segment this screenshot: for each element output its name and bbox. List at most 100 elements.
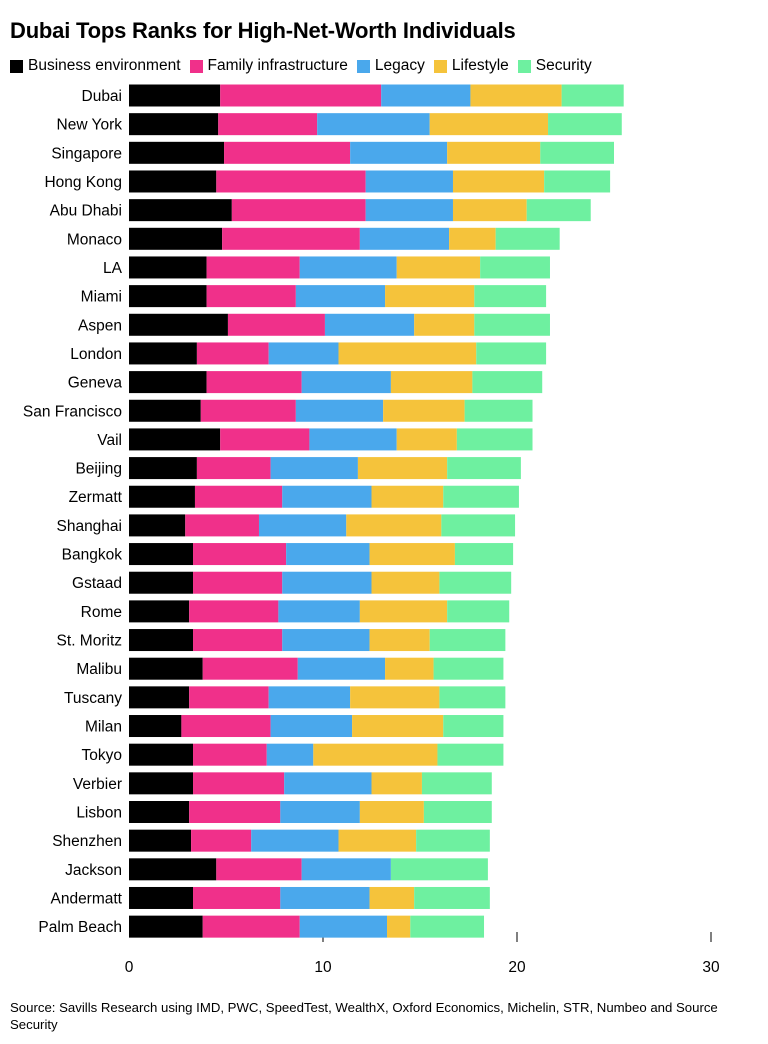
bar-segment-san-francisco-lifestyle xyxy=(383,399,465,422)
bar-segment-bangkok-family-infrastructure xyxy=(193,543,287,566)
chart-legend: Business environment Family infrastructu… xyxy=(10,57,601,75)
category-label-malibu: Malibu xyxy=(76,661,122,678)
category-label-zermatt: Zermatt xyxy=(69,489,123,506)
bar-segment-san-francisco-security xyxy=(464,399,533,422)
bar-segment-shenzhen-security xyxy=(416,829,490,852)
bar-segment-san-francisco-family-infrastructure xyxy=(200,399,296,422)
source-note: Source: Savills Research using IMD, PWC,… xyxy=(10,1000,718,1032)
legend-swatch xyxy=(517,59,531,73)
bar-segment-milan-business-environment xyxy=(129,715,182,738)
bar-segment-andermatt-business-environment xyxy=(129,886,194,909)
bar-segment-lisbon-security xyxy=(423,801,492,823)
bar-segment-andermatt-security xyxy=(414,886,490,909)
bar-segment-malibu-security xyxy=(433,657,504,680)
category-label-palm-beach: Palm Beach xyxy=(38,919,122,936)
category-label-gstaad: Gstaad xyxy=(72,575,122,592)
bar-segment-zermatt-security xyxy=(443,485,519,508)
bar-segment-gstaad-family-infrastructure xyxy=(193,571,283,594)
bar-segment-monaco-security xyxy=(495,227,560,250)
bar-segment-vail-security xyxy=(456,428,533,451)
legend-label: Family infrastructure xyxy=(207,57,348,74)
category-label-vail: Vail xyxy=(97,432,122,449)
bar-segment-vail-legacy xyxy=(309,428,397,451)
bar-segment-palm-beach-security xyxy=(410,915,485,938)
bar-segment-malibu-business-environment xyxy=(129,657,203,680)
bar-segment-lisbon-legacy xyxy=(280,801,360,823)
bar-segment-lisbon-family-infrastructure xyxy=(189,801,281,823)
bar-segment-new-york-security xyxy=(548,113,622,136)
bar-segment-singapore-legacy xyxy=(350,141,448,164)
bar-segment-dubai-security xyxy=(561,84,624,107)
bar-segment-zermatt-family-infrastructure xyxy=(194,485,283,508)
legend-label: Business environment xyxy=(28,57,181,74)
category-label-geneva: Geneva xyxy=(68,375,123,392)
bar-segment-andermatt-lifestyle xyxy=(369,886,415,909)
x-tick-label: 10 xyxy=(314,959,332,976)
bar-segment-shenzhen-lifestyle xyxy=(338,829,417,852)
category-label-verbier: Verbier xyxy=(73,776,122,793)
bar-segment-monaco-family-infrastructure xyxy=(222,227,360,250)
legend-item-business-environment: Business environment xyxy=(10,57,181,75)
bar-segment-shanghai-security xyxy=(441,514,516,537)
bar-segment-tokyo-legacy xyxy=(266,743,314,766)
bar-segment-london-legacy xyxy=(268,342,339,365)
legend-item-lifestyle: Lifestyle xyxy=(433,57,509,75)
bar-segment-rome-lifestyle xyxy=(359,600,448,623)
bar-segment-gstaad-lifestyle xyxy=(371,571,440,594)
category-label-abu-dhabi: Abu Dhabi xyxy=(50,203,122,220)
bar-segment-st-moritz-security xyxy=(429,629,506,652)
bar-segment-tokyo-lifestyle xyxy=(313,743,438,766)
category-label-tuscany: Tuscany xyxy=(64,690,122,707)
legend-label: Legacy xyxy=(374,57,425,74)
bar-segment-abu-dhabi-legacy xyxy=(365,199,453,222)
bar-segment-beijing-business-environment xyxy=(129,457,197,480)
bar-segment-verbier-business-environment xyxy=(129,772,194,795)
category-label-dubai: Dubai xyxy=(82,88,123,105)
bar-segment-aspen-business-environment xyxy=(129,313,228,336)
bar-segment-geneva-legacy xyxy=(301,371,391,394)
bar-segment-shanghai-family-infrastructure xyxy=(185,514,259,537)
category-label-singapore: Singapore xyxy=(51,145,122,162)
bar-segment-rome-business-environment xyxy=(129,600,190,623)
bar-segment-verbier-legacy xyxy=(284,772,372,795)
bar-segment-new-york-lifestyle xyxy=(429,113,549,136)
bar-segment-miami-lifestyle xyxy=(385,285,475,308)
bar-segment-beijing-lifestyle xyxy=(357,457,448,480)
bar-segment-aspen-lifestyle xyxy=(414,313,475,336)
category-label-hong-kong: Hong Kong xyxy=(44,174,122,191)
legend-item-security: Security xyxy=(517,57,592,75)
bar-segment-hong-kong-legacy xyxy=(365,170,453,193)
bar-segment-milan-legacy xyxy=(270,715,353,738)
bar-segment-monaco-lifestyle xyxy=(449,227,496,250)
bar-segment-jackson-family-infrastructure xyxy=(216,858,302,881)
bar-segment-london-lifestyle xyxy=(338,342,477,365)
x-tick-label: 30 xyxy=(702,959,720,976)
bar-segment-jackson-legacy xyxy=(301,858,391,881)
category-label-aspen: Aspen xyxy=(78,317,122,334)
bar-segment-abu-dhabi-security xyxy=(526,199,591,222)
bar-segment-shenzhen-family-infrastructure xyxy=(191,829,252,852)
bar-segment-palm-beach-legacy xyxy=(299,915,388,938)
bar-segment-london-security xyxy=(476,342,547,365)
bar-segment-vail-lifestyle xyxy=(396,428,457,451)
bar-segment-san-francisco-legacy xyxy=(295,399,384,422)
bar-segment-tuscany-business-environment xyxy=(129,686,190,709)
category-label-milan: Milan xyxy=(85,719,122,736)
bar-segment-monaco-legacy xyxy=(359,227,450,250)
bar-segment-miami-family-infrastructure xyxy=(206,285,296,308)
category-label-beijing: Beijing xyxy=(75,461,122,478)
category-label-shenzhen: Shenzhen xyxy=(52,833,122,850)
legend-swatch xyxy=(189,59,203,73)
bar-segment-tuscany-family-infrastructure xyxy=(189,686,269,709)
bar-segment-bangkok-security xyxy=(454,543,514,566)
legend-swatch xyxy=(433,59,447,73)
bar-segment-palm-beach-lifestyle xyxy=(387,915,411,938)
bar-segment-monaco-business-environment xyxy=(129,227,223,250)
category-label-tokyo: Tokyo xyxy=(82,747,123,764)
bar-segment-gstaad-security xyxy=(439,571,512,594)
bar-segment-new-york-legacy xyxy=(317,113,430,136)
bar-segment-hong-kong-security xyxy=(544,170,611,193)
category-label-shanghai: Shanghai xyxy=(56,518,122,535)
x-tick-label: 0 xyxy=(125,959,134,976)
bar-segment-miami-business-environment xyxy=(129,285,207,308)
